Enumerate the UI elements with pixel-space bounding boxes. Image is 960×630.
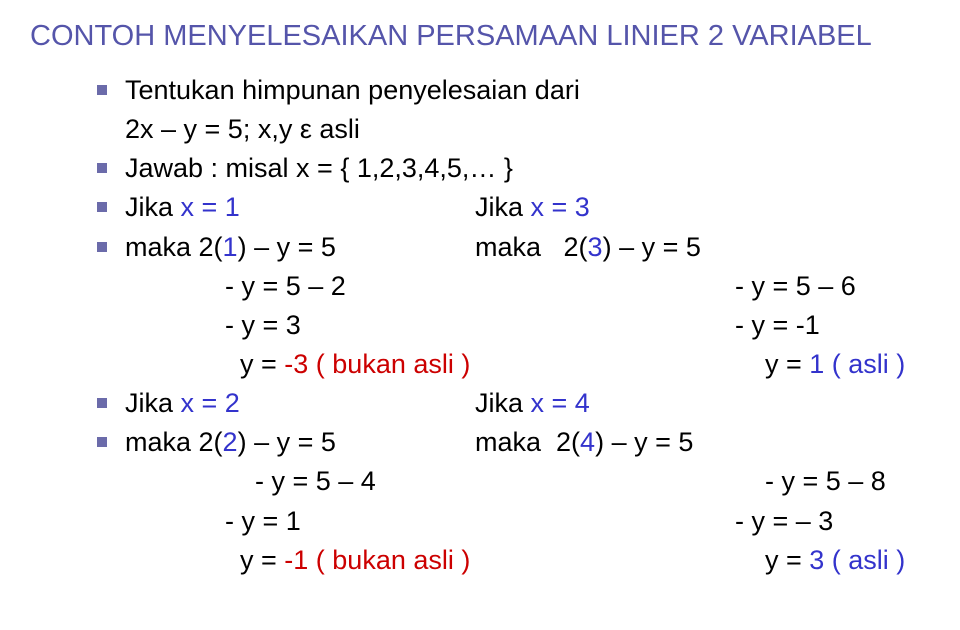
text: 2x – y = 5; x,y ε asli xyxy=(125,110,360,149)
intro-line-1: Tentukan himpunan penyelesaian dari xyxy=(125,71,930,110)
val: 2 xyxy=(223,427,238,457)
val: 1 xyxy=(223,232,238,262)
case-y-row-2: y = -1 ( bukan asli ) y = 3 ( asli ) xyxy=(125,541,930,580)
case-x3-maka: maka 2(3) – y = 5 xyxy=(475,228,930,267)
bullet-icon xyxy=(97,202,107,212)
case-x3-header: Jika x = 3 xyxy=(475,188,930,227)
val: -3 ( bukan asli ) xyxy=(284,349,470,379)
jawab-line: Jawab : misal x = { 1,2,3,4,5,… } xyxy=(125,149,930,188)
text: Jika xyxy=(475,388,531,418)
slide-title: CONTOH MENYELESAIKAN PERSAMAAN LINIER 2 … xyxy=(30,20,930,53)
slide-content: Tentukan himpunan penyelesaian dari 2x –… xyxy=(30,71,930,580)
prefix: maka 2( xyxy=(475,232,588,262)
text: Tentukan himpunan penyelesaian dari xyxy=(125,71,580,110)
bullet-icon xyxy=(97,85,107,95)
case-step1-row: - y = 5 – 2 - y = 5 – 6 xyxy=(125,267,930,306)
bullet-icon xyxy=(97,437,107,447)
case-x4-y: y = 3 ( asli ) xyxy=(590,541,930,580)
case-header-row-2: Jika x = 2 Jika x = 4 xyxy=(125,384,930,423)
case-step1-row-2: - y = 5 – 4 - y = 5 – 8 xyxy=(125,462,930,501)
case-x2-y: y = -1 ( bukan asli ) xyxy=(125,541,590,580)
prefix: y = xyxy=(765,349,809,379)
val: 1 ( asli ) xyxy=(809,349,905,379)
suffix: ) – y = 5 xyxy=(238,232,336,262)
bullet-icon xyxy=(97,163,107,173)
intro-line-2: 2x – y = 5; x,y ε asli xyxy=(125,110,930,149)
case-x2-header: Jika x = 2 xyxy=(125,384,475,423)
case-maka-row-2: maka 2(2) – y = 5 maka 2(4) – y = 5 xyxy=(125,423,930,462)
suffix: ) – y = 5 xyxy=(238,427,336,457)
text: Jika xyxy=(475,192,531,222)
case-x1-step1: - y = 5 – 2 xyxy=(125,267,575,306)
case-x3-step2: - y = -1 xyxy=(575,306,930,345)
eq: x = 3 xyxy=(531,192,590,222)
case-x1-y: y = -3 ( bukan asli ) xyxy=(125,345,590,384)
case-x4-step2: - y = – 3 xyxy=(575,502,930,541)
case-step2-row-2: - y = 1 - y = – 3 xyxy=(125,502,930,541)
case-x4-maka: maka 2(4) – y = 5 xyxy=(475,423,930,462)
eq: x = 1 xyxy=(181,192,240,222)
eq: x = 2 xyxy=(181,388,240,418)
case-x3-y: y = 1 ( asli ) xyxy=(590,345,930,384)
case-x1-step2: - y = 3 xyxy=(125,306,575,345)
bullet-icon xyxy=(97,398,107,408)
prefix: y = xyxy=(240,545,284,575)
case-y-row: y = -3 ( bukan asli ) y = 1 ( asli ) xyxy=(125,345,930,384)
prefix: maka 2( xyxy=(125,427,223,457)
case-x2-step1: - y = 5 – 4 xyxy=(125,462,605,501)
text: Jika xyxy=(125,388,181,418)
prefix: maka 2( xyxy=(125,232,223,262)
case-x4-header: Jika x = 4 xyxy=(475,384,930,423)
case-x2-step2: - y = 1 xyxy=(125,502,575,541)
case-header-row: Jika x = 1 Jika x = 3 xyxy=(125,188,930,227)
val: -1 ( bukan asli ) xyxy=(284,545,470,575)
prefix: maka 2( xyxy=(475,427,580,457)
slide: CONTOH MENYELESAIKAN PERSAMAAN LINIER 2 … xyxy=(0,0,960,580)
text: Jawab : misal x = { 1,2,3,4,5,… } xyxy=(125,149,513,188)
val: 4 xyxy=(580,427,595,457)
prefix: y = xyxy=(240,349,284,379)
suffix: ) – y = 5 xyxy=(603,232,701,262)
eq: x = 4 xyxy=(531,388,590,418)
text: Jika xyxy=(125,192,181,222)
val: 3 ( asli ) xyxy=(809,545,905,575)
case-x4-step1: - y = 5 – 8 xyxy=(605,462,930,501)
case-maka-row: maka 2(1) – y = 5 maka 2(3) – y = 5 xyxy=(125,228,930,267)
bullet-icon xyxy=(97,242,107,252)
case-x1-maka: maka 2(1) – y = 5 xyxy=(125,228,475,267)
case-step2-row: - y = 3 - y = -1 xyxy=(125,306,930,345)
case-x2-maka: maka 2(2) – y = 5 xyxy=(125,423,475,462)
val: 3 xyxy=(588,232,603,262)
case-x3-step1: - y = 5 – 6 xyxy=(575,267,930,306)
suffix: ) – y = 5 xyxy=(595,427,693,457)
prefix: y = xyxy=(765,545,809,575)
case-x1-header: Jika x = 1 xyxy=(125,188,475,227)
